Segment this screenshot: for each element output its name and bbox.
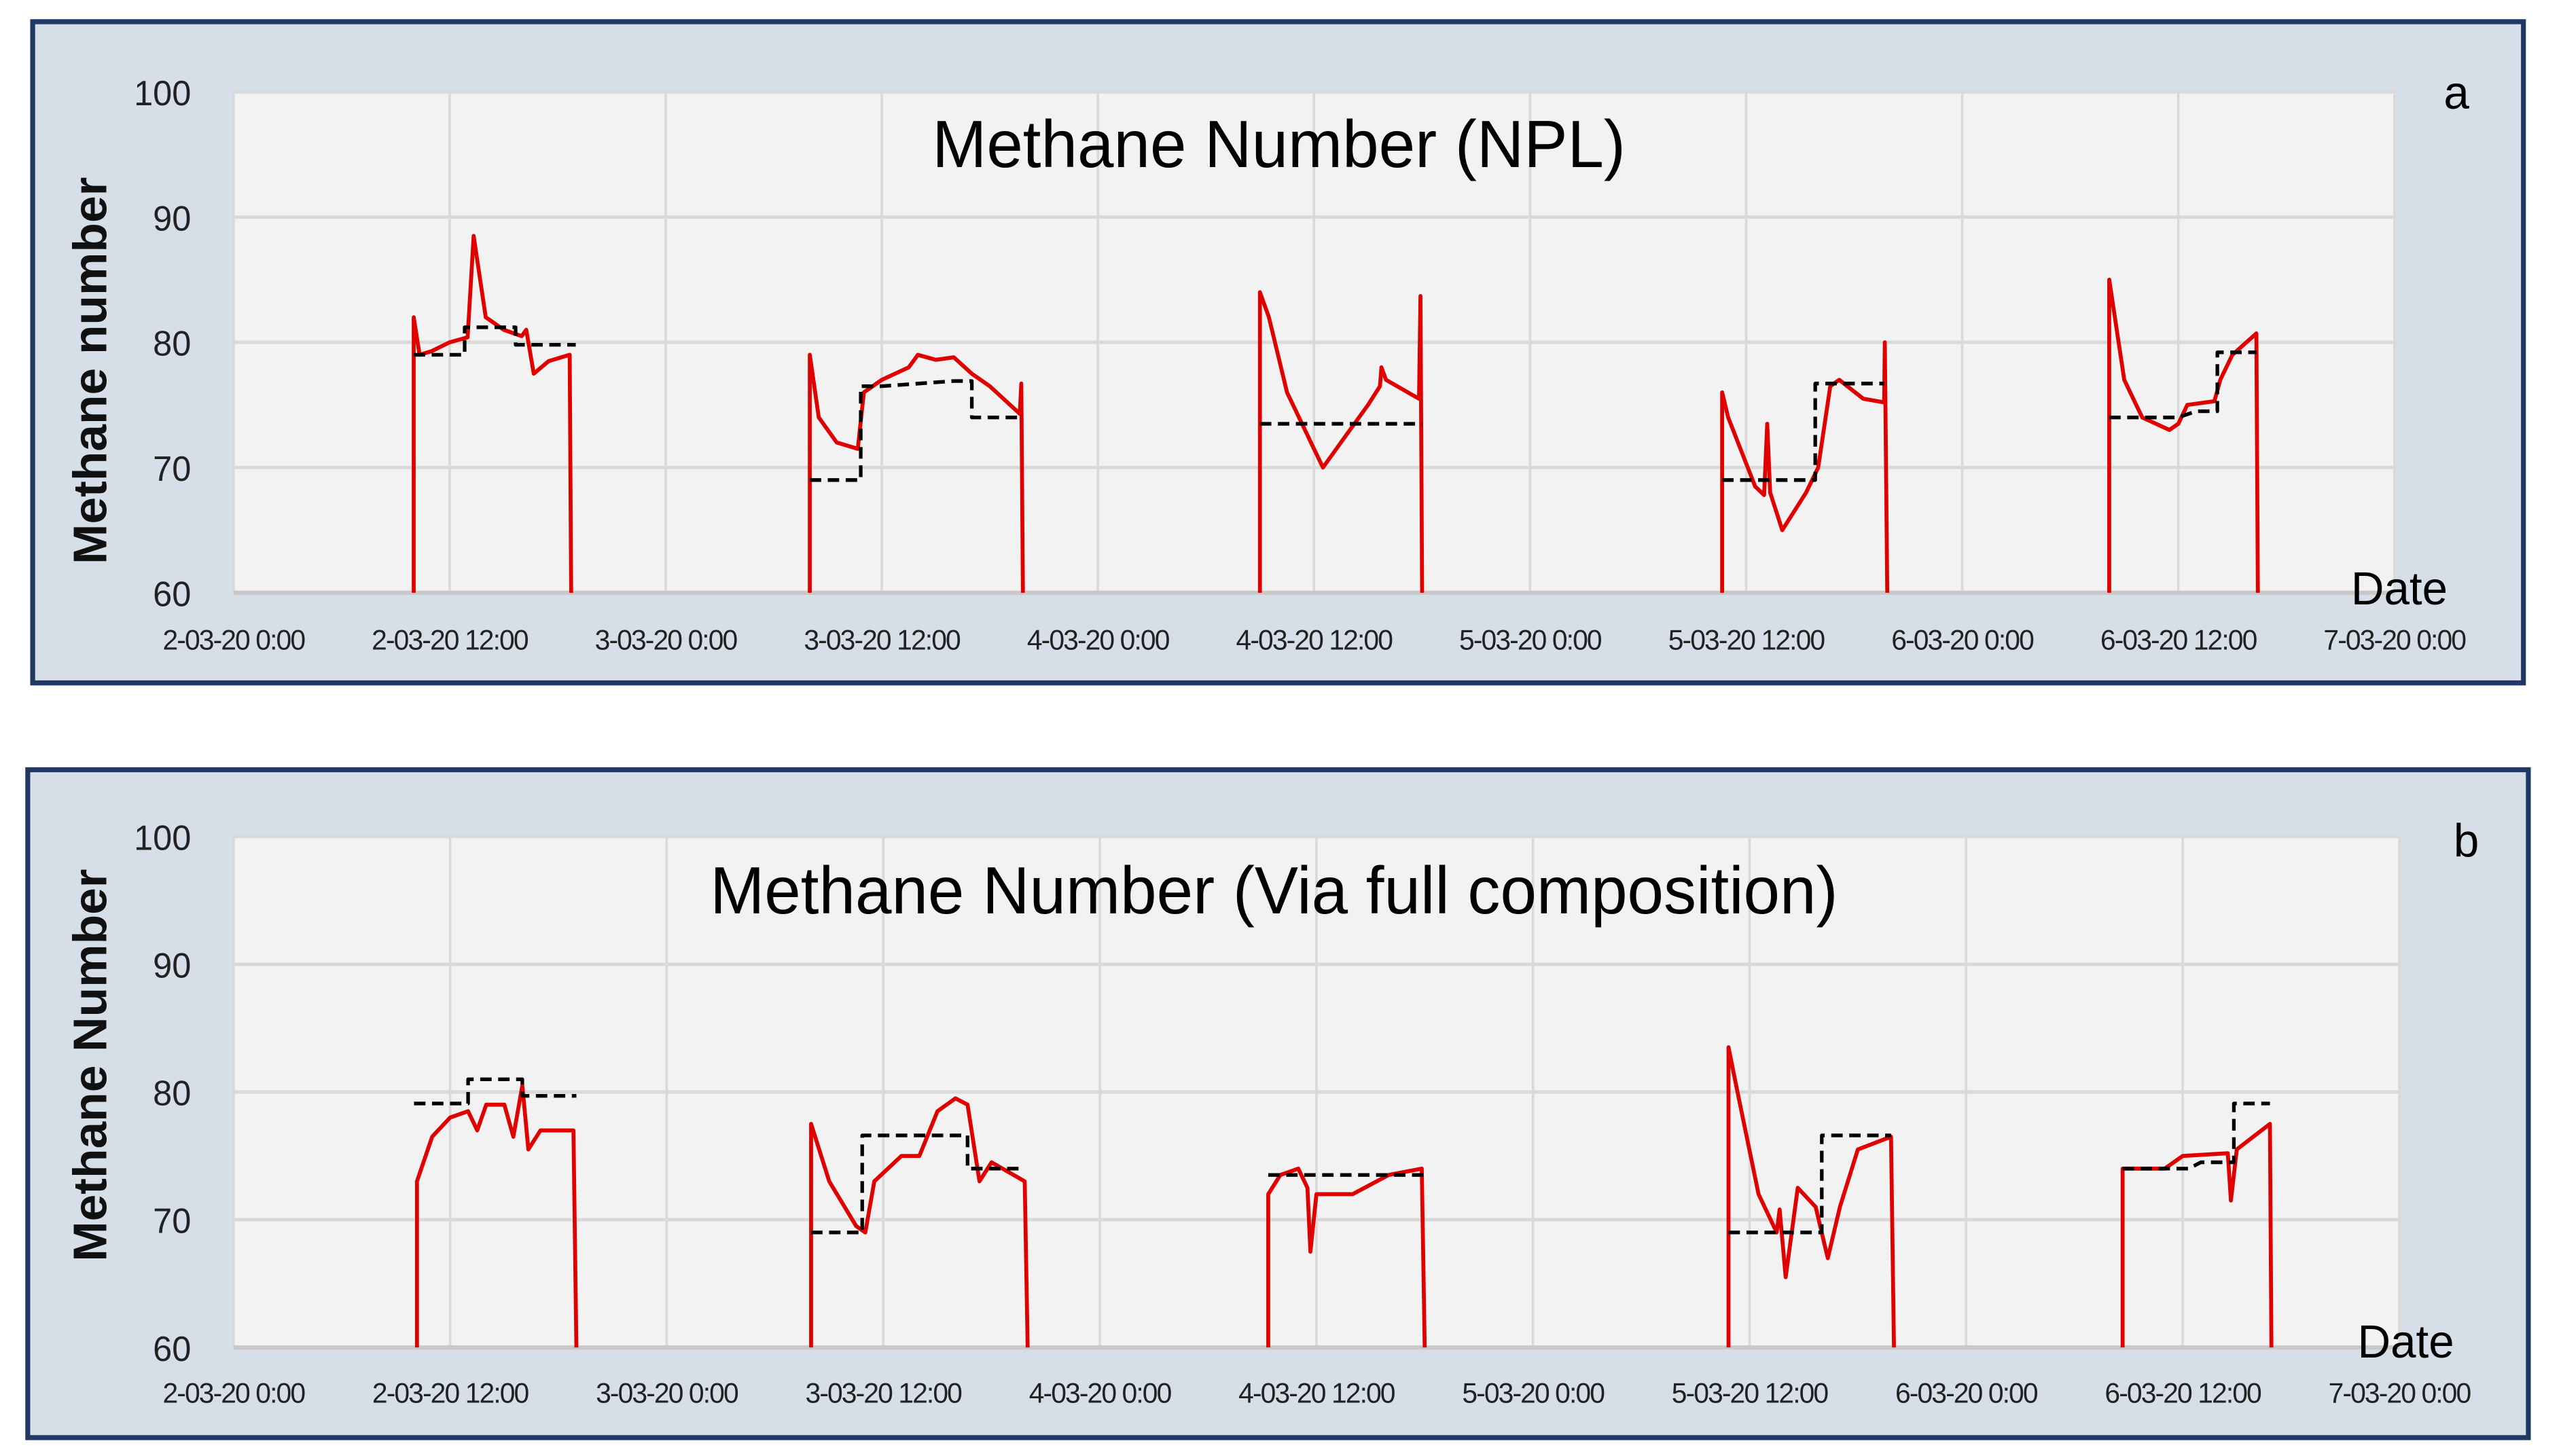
y-tick-label: 60	[153, 1329, 191, 1368]
x-tick-label: 6-03-20 12:00	[2105, 1377, 2261, 1409]
y-tick-label: 90	[153, 199, 191, 238]
chart-title: Methane Number (NPL)	[932, 107, 1626, 181]
x-tick-label: 2-03-20 0:00	[162, 1377, 305, 1409]
reference-dashed-line	[2122, 1102, 2270, 1171]
x-tick-label: 2-03-20 12:00	[372, 1377, 529, 1409]
x-tick-label: 4-03-20 0:00	[1029, 1377, 1172, 1409]
methane-number-line	[808, 352, 1025, 593]
methane-number-line	[1726, 1045, 1896, 1348]
x-tick-label: 3-03-20 12:00	[806, 1377, 962, 1409]
x-tick-label: 5-03-20 12:00	[1668, 624, 1825, 656]
x-axis-label: Date	[2351, 562, 2448, 615]
y-tick-label: 90	[153, 946, 191, 985]
y-tick-label: 100	[134, 73, 191, 113]
y-tick-label: 60	[153, 575, 191, 614]
reference-dashed-line	[414, 325, 576, 357]
y-axis-label: Methane Number	[63, 869, 116, 1262]
y-tick-label: 70	[153, 1201, 191, 1241]
reference-dashed-line	[414, 1077, 577, 1106]
y-axis-label: Methane number	[63, 177, 116, 564]
methane-number-line	[2120, 1122, 2274, 1348]
x-tick-label: 4-03-20 12:00	[1236, 624, 1393, 656]
panel-letter: b	[2454, 815, 2479, 867]
reference-dashed-line	[1722, 382, 1884, 482]
methane-number-line	[809, 1096, 1030, 1348]
y-tick-label: 70	[153, 450, 191, 489]
x-tick-label: 6-03-20 0:00	[1895, 1377, 2038, 1409]
chart-title: Methane Number (Via full composition)	[710, 853, 1838, 928]
y-tick-label: 80	[153, 1074, 191, 1113]
x-tick-label: 3-03-20 0:00	[595, 624, 738, 656]
methane-number-line	[414, 1083, 579, 1348]
x-tick-label: 7-03-20 0:00	[2329, 1377, 2471, 1409]
x-tick-label: 6-03-20 12:00	[2100, 624, 2257, 656]
methane-number-line	[1266, 1166, 1427, 1348]
x-tick-label: 6-03-20 0:00	[1891, 624, 2034, 656]
x-tick-label: 4-03-20 12:00	[1238, 1377, 1395, 1409]
chart-panel-b: 2-03-20 0:00 2-03-20 12:00 3-03-20 0:00 3-0…	[25, 767, 2531, 1440]
x-tick-label: 4-03-20 0:00	[1027, 624, 1170, 656]
y-tick-label: 100	[134, 818, 191, 858]
x-tick-label: 5-03-20 12:00	[1672, 1377, 1828, 1409]
reference-dashed-line	[1728, 1133, 1891, 1235]
panel-letter: a	[2443, 67, 2469, 119]
chart-panel-a: 2-03-20 0:00 2-03-20 12:00 3-03-20 0:00 3-0…	[30, 19, 2526, 686]
reference-dashed-line	[810, 379, 1022, 482]
reference-dashed-line	[2109, 350, 2257, 420]
x-tick-label: 2-03-20 12:00	[372, 624, 528, 656]
x-tick-label: 2-03-20 0:00	[162, 624, 305, 656]
x-tick-label: 3-03-20 12:00	[804, 624, 960, 656]
x-tick-label: 7-03-20 0:00	[2323, 624, 2466, 656]
x-tick-label: 3-03-20 0:00	[596, 1377, 738, 1409]
x-tick-label: 5-03-20 0:00	[1459, 624, 1602, 656]
x-axis-label: Date	[2357, 1315, 2454, 1368]
reference-dashed-line	[810, 1133, 1024, 1235]
y-tick-label: 80	[153, 324, 191, 363]
methane-number-line	[1720, 340, 1890, 593]
x-tick-label: 5-03-20 0:00	[1462, 1377, 1605, 1409]
